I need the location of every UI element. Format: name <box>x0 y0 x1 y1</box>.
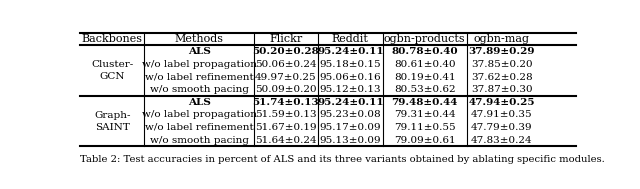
Text: 95.13±0.09: 95.13±0.09 <box>319 136 381 145</box>
Text: 37.85±0.20: 37.85±0.20 <box>471 60 532 69</box>
Text: ALS: ALS <box>188 98 211 107</box>
Text: Cluster-
GCN: Cluster- GCN <box>91 60 133 81</box>
Text: 79.09±0.61: 79.09±0.61 <box>394 136 456 145</box>
Text: w/o smooth pacing: w/o smooth pacing <box>150 85 248 94</box>
Text: 51.74±0.13: 51.74±0.13 <box>253 98 319 107</box>
Text: Backbones: Backbones <box>82 34 143 44</box>
Text: 95.24±0.11: 95.24±0.11 <box>317 47 383 56</box>
Text: 95.12±0.13: 95.12±0.13 <box>319 85 381 94</box>
Text: Methods: Methods <box>175 34 223 44</box>
Text: Flickr: Flickr <box>269 34 303 44</box>
Text: 50.06±0.24: 50.06±0.24 <box>255 60 317 69</box>
Text: 95.24±0.11: 95.24±0.11 <box>317 98 383 107</box>
Text: 95.06±0.16: 95.06±0.16 <box>319 73 381 81</box>
Text: w/o label refinement: w/o label refinement <box>145 73 253 81</box>
Text: 47.79±0.39: 47.79±0.39 <box>471 123 532 132</box>
Text: 51.67±0.19: 51.67±0.19 <box>255 123 317 132</box>
Text: 47.83±0.24: 47.83±0.24 <box>471 136 532 145</box>
Text: ALS: ALS <box>188 47 211 56</box>
Text: w/o label propagation: w/o label propagation <box>141 60 257 69</box>
Text: 50.09±0.20: 50.09±0.20 <box>255 85 317 94</box>
Text: 37.87±0.30: 37.87±0.30 <box>471 85 532 94</box>
Text: 79.11±0.55: 79.11±0.55 <box>394 123 456 132</box>
Text: w/o smooth pacing: w/o smooth pacing <box>150 136 248 145</box>
Text: 37.89±0.29: 37.89±0.29 <box>468 47 535 56</box>
Text: 47.94±0.25: 47.94±0.25 <box>468 98 535 107</box>
Text: 51.64±0.24: 51.64±0.24 <box>255 136 317 145</box>
Text: 80.53±0.62: 80.53±0.62 <box>394 85 456 94</box>
Text: 80.19±0.41: 80.19±0.41 <box>394 73 456 81</box>
Text: ogbn-mag: ogbn-mag <box>474 34 530 44</box>
Text: Graph-
SAINT: Graph- SAINT <box>94 111 131 132</box>
Text: w/o label refinement: w/o label refinement <box>145 123 253 132</box>
Text: 95.18±0.15: 95.18±0.15 <box>319 60 381 69</box>
Text: 80.78±0.40: 80.78±0.40 <box>392 47 458 56</box>
Text: 49.97±0.25: 49.97±0.25 <box>255 73 317 81</box>
Text: 79.48±0.44: 79.48±0.44 <box>392 98 458 107</box>
Text: 95.17±0.09: 95.17±0.09 <box>319 123 381 132</box>
Text: Table 2: Test accuracies in percent of ALS and its three variants obtained by ab: Table 2: Test accuracies in percent of A… <box>80 155 605 164</box>
Text: 37.62±0.28: 37.62±0.28 <box>471 73 532 81</box>
Text: Reddit: Reddit <box>332 34 369 44</box>
Text: w/o label propagation: w/o label propagation <box>141 110 257 119</box>
Text: 79.31±0.44: 79.31±0.44 <box>394 110 456 119</box>
Text: 47.91±0.35: 47.91±0.35 <box>471 110 532 119</box>
Text: 95.23±0.08: 95.23±0.08 <box>319 110 381 119</box>
Text: ogbn-products: ogbn-products <box>384 34 465 44</box>
Text: 50.20±0.28: 50.20±0.28 <box>252 47 319 56</box>
Text: 51.59±0.13: 51.59±0.13 <box>255 110 317 119</box>
Text: 80.61±0.40: 80.61±0.40 <box>394 60 456 69</box>
